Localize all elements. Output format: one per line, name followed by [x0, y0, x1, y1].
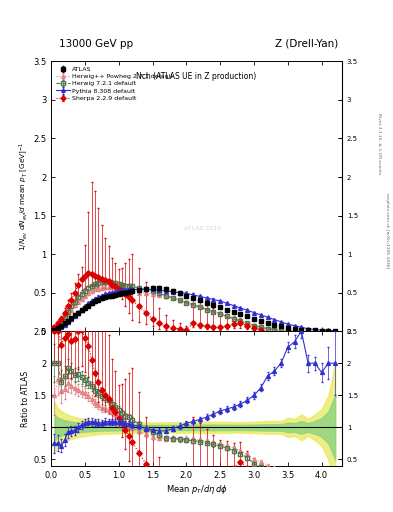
Y-axis label: Ratio to ATLAS: Ratio to ATLAS — [21, 371, 30, 426]
Y-axis label: $1/N_{ev}$ $dN_{ev}/d$ mean $p_T$ [GeV]$^{-1}$: $1/N_{ev}$ $dN_{ev}/d$ mean $p_T$ [GeV]$… — [17, 141, 30, 251]
Legend: ATLAS, Herwig++ Powheg 2.7.1 default, Herwig 7.2.1 default, Pythia 8.308 default: ATLAS, Herwig++ Powheg 2.7.1 default, He… — [54, 65, 175, 103]
Text: Z (Drell-Yan): Z (Drell-Yan) — [275, 38, 338, 49]
X-axis label: Mean $p_T/d\eta\,d\phi$: Mean $p_T/d\eta\,d\phi$ — [165, 482, 228, 496]
Text: 13000 GeV pp: 13000 GeV pp — [59, 38, 133, 49]
Text: mcplots.cern.ch [arXiv:1306.3436]: mcplots.cern.ch [arXiv:1306.3436] — [385, 193, 389, 268]
Text: Rivet 3.1.10, ≥ 3.1M events: Rivet 3.1.10, ≥ 3.1M events — [377, 113, 381, 174]
Text: Nch (ATLAS UE in Z production): Nch (ATLAS UE in Z production) — [136, 72, 257, 81]
Text: ATLAS 2019: ATLAS 2019 — [184, 226, 221, 231]
